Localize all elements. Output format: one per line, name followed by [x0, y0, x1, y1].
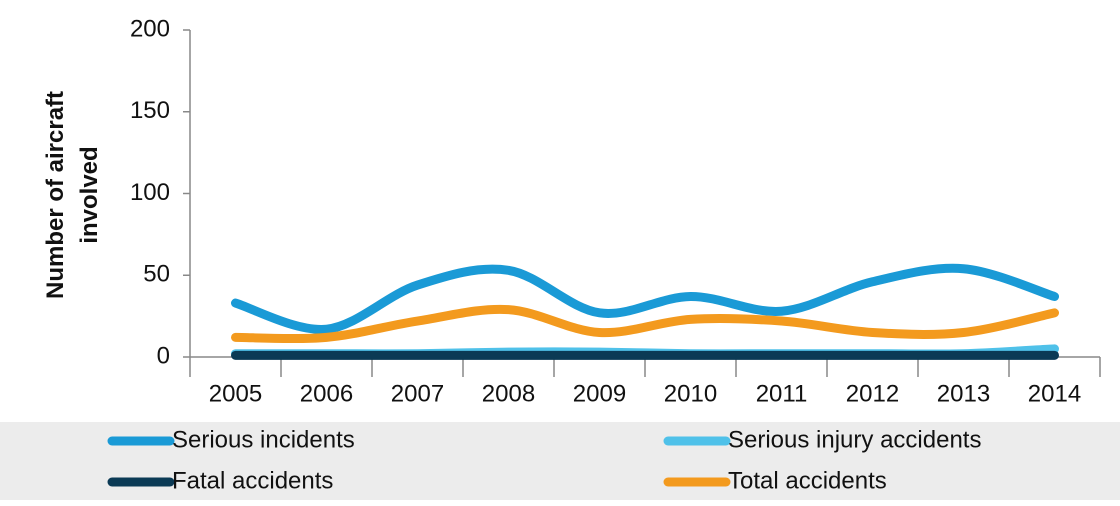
x-tick-label: 2014	[1028, 380, 1081, 407]
legend-label: Serious incidents	[172, 426, 355, 453]
y-tick-label: 50	[143, 261, 170, 288]
y-tick-label: 0	[157, 342, 170, 369]
x-tick-label: 2013	[937, 380, 990, 407]
x-tick-label: 2005	[209, 380, 262, 407]
y-tick-label: 100	[130, 179, 170, 206]
x-tick-label: 2012	[846, 380, 899, 407]
x-tick-label: 2007	[391, 380, 444, 407]
legend-label: Total accidents	[728, 467, 887, 494]
legend-background	[0, 422, 1120, 500]
x-tick-label: 2009	[573, 380, 626, 407]
legend-label: Fatal accidents	[172, 467, 333, 494]
y-tick-label: 200	[130, 15, 170, 42]
y-tick-label: 150	[130, 97, 170, 124]
series-line	[231, 304, 1059, 344]
x-tick-label: 2011	[756, 380, 808, 407]
x-tick-label: 2006	[300, 380, 353, 407]
series-line	[231, 263, 1059, 334]
x-tick-label: 2010	[664, 380, 717, 407]
legend-label: Serious injury accidents	[728, 426, 981, 453]
y-axis-label: Number of aircraft involved	[42, 91, 103, 299]
x-tick-label: 2008	[482, 380, 535, 407]
